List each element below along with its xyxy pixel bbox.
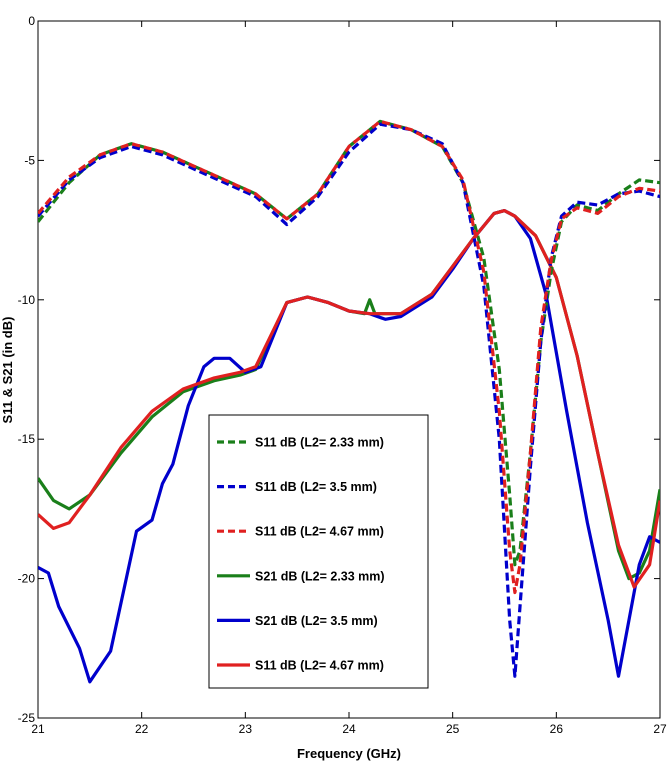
legend-label: S11 dB (L2= 3.5 mm) xyxy=(255,480,377,494)
x-tick-label: 27 xyxy=(653,722,667,736)
y-axis-title: S11 & S21 (in dB) xyxy=(0,317,15,424)
y-tick-label: -15 xyxy=(18,432,36,446)
series-line-3 xyxy=(38,119,660,595)
y-tick-label: 0 xyxy=(28,14,35,28)
y-tick-label: -5 xyxy=(24,153,35,167)
axis-ticks: 21 22 23 24 25 26 27 0 -5 -10 -15 -20 -25 xyxy=(18,14,667,736)
legend-label: S21 dB (L2= 2.33 mm) xyxy=(255,569,385,583)
series-line-6 xyxy=(38,209,660,589)
x-tick-label: 26 xyxy=(550,722,564,736)
legend-label: S11 dB (L2= 2.33 mm) xyxy=(255,436,384,450)
y-tick-label: -20 xyxy=(18,572,36,586)
legend-items: S11 dB (L2= 2.33 mm) S11 dB (L2= 3.5 mm) S… xyxy=(217,436,385,673)
legend-label: S11 dB (L2= 4.67 mm) xyxy=(255,525,384,539)
legend: S11 dB (L2= 2.33 mm) S11 dB (L2= 3.5 mm) S… xyxy=(208,414,429,689)
x-tick-label: 22 xyxy=(135,722,149,736)
x-tick-label: 21 xyxy=(31,722,45,736)
legend-label: S21 dB (L2= 3.5 mm) xyxy=(255,614,378,628)
series-layer xyxy=(38,119,660,684)
legend-box xyxy=(208,414,429,689)
x-tick-label: 24 xyxy=(342,722,356,736)
x-axis-title: Frequency (GHz) xyxy=(297,746,401,761)
y-tick-label: -10 xyxy=(18,293,36,307)
x-tick-label: 25 xyxy=(446,722,460,736)
legend-label: S11 dB (L2= 4.67 mm) xyxy=(255,659,384,673)
x-tick-label: 23 xyxy=(239,722,253,736)
series-line-2 xyxy=(38,122,660,678)
y-tick-label: -25 xyxy=(18,711,36,725)
